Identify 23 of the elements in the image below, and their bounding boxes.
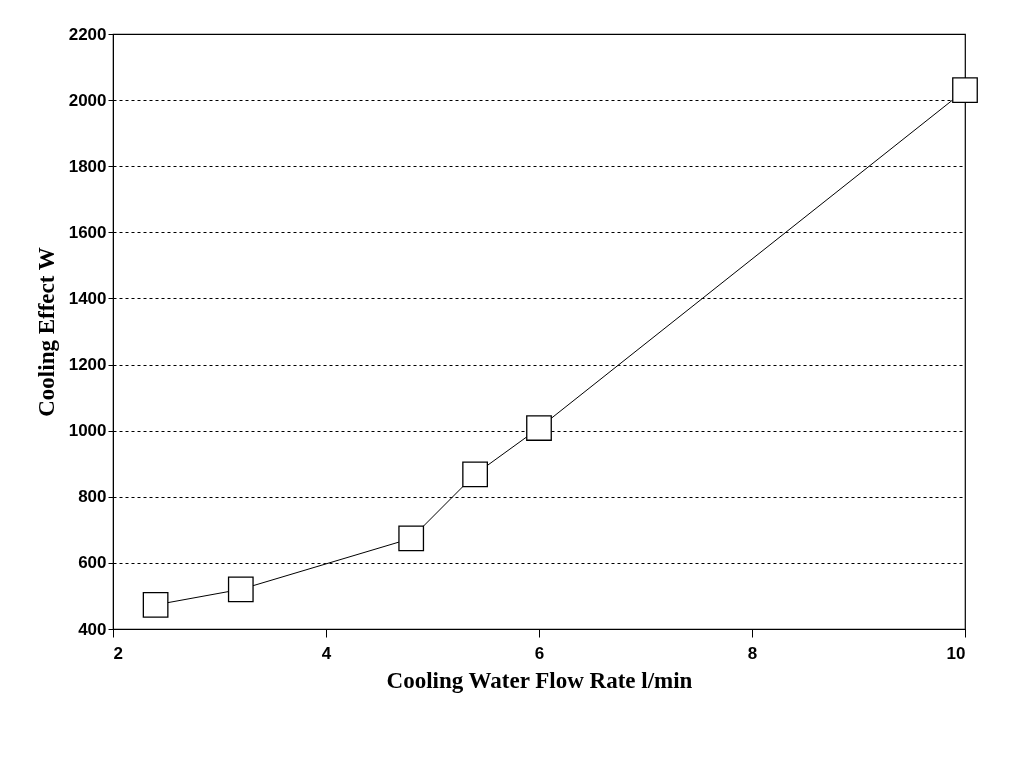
x-axis-title: Cooling Water Flow Rate l/min (386, 667, 693, 693)
x-tick-label: 8 (747, 643, 758, 663)
point (227, 576, 254, 603)
point (462, 461, 488, 488)
point (952, 77, 978, 104)
y-tick-label: 1000 (68, 421, 107, 441)
y-tick-label: 2000 (68, 90, 107, 110)
y-tick-label: 800 (78, 487, 107, 507)
y-tick-label: 1400 (68, 288, 107, 308)
y-tick-label: 1200 (68, 355, 107, 375)
point (142, 591, 169, 618)
x-tick-label: 4 (321, 643, 332, 663)
x-tick-label: 10 (946, 643, 966, 663)
y-tick-label: 1800 (68, 156, 107, 176)
y-tick-label: 2200 (68, 24, 107, 44)
y-axis-title: Cooling Effect W (33, 247, 59, 417)
point (398, 525, 425, 552)
point (526, 415, 552, 441)
y-tick-label: 600 (78, 553, 107, 573)
y-tick-label: 400 (78, 619, 107, 639)
x-tick-label: 6 (534, 643, 545, 663)
y-tick-label: 1600 (68, 222, 107, 242)
x-tick-label: 2 (113, 643, 123, 663)
